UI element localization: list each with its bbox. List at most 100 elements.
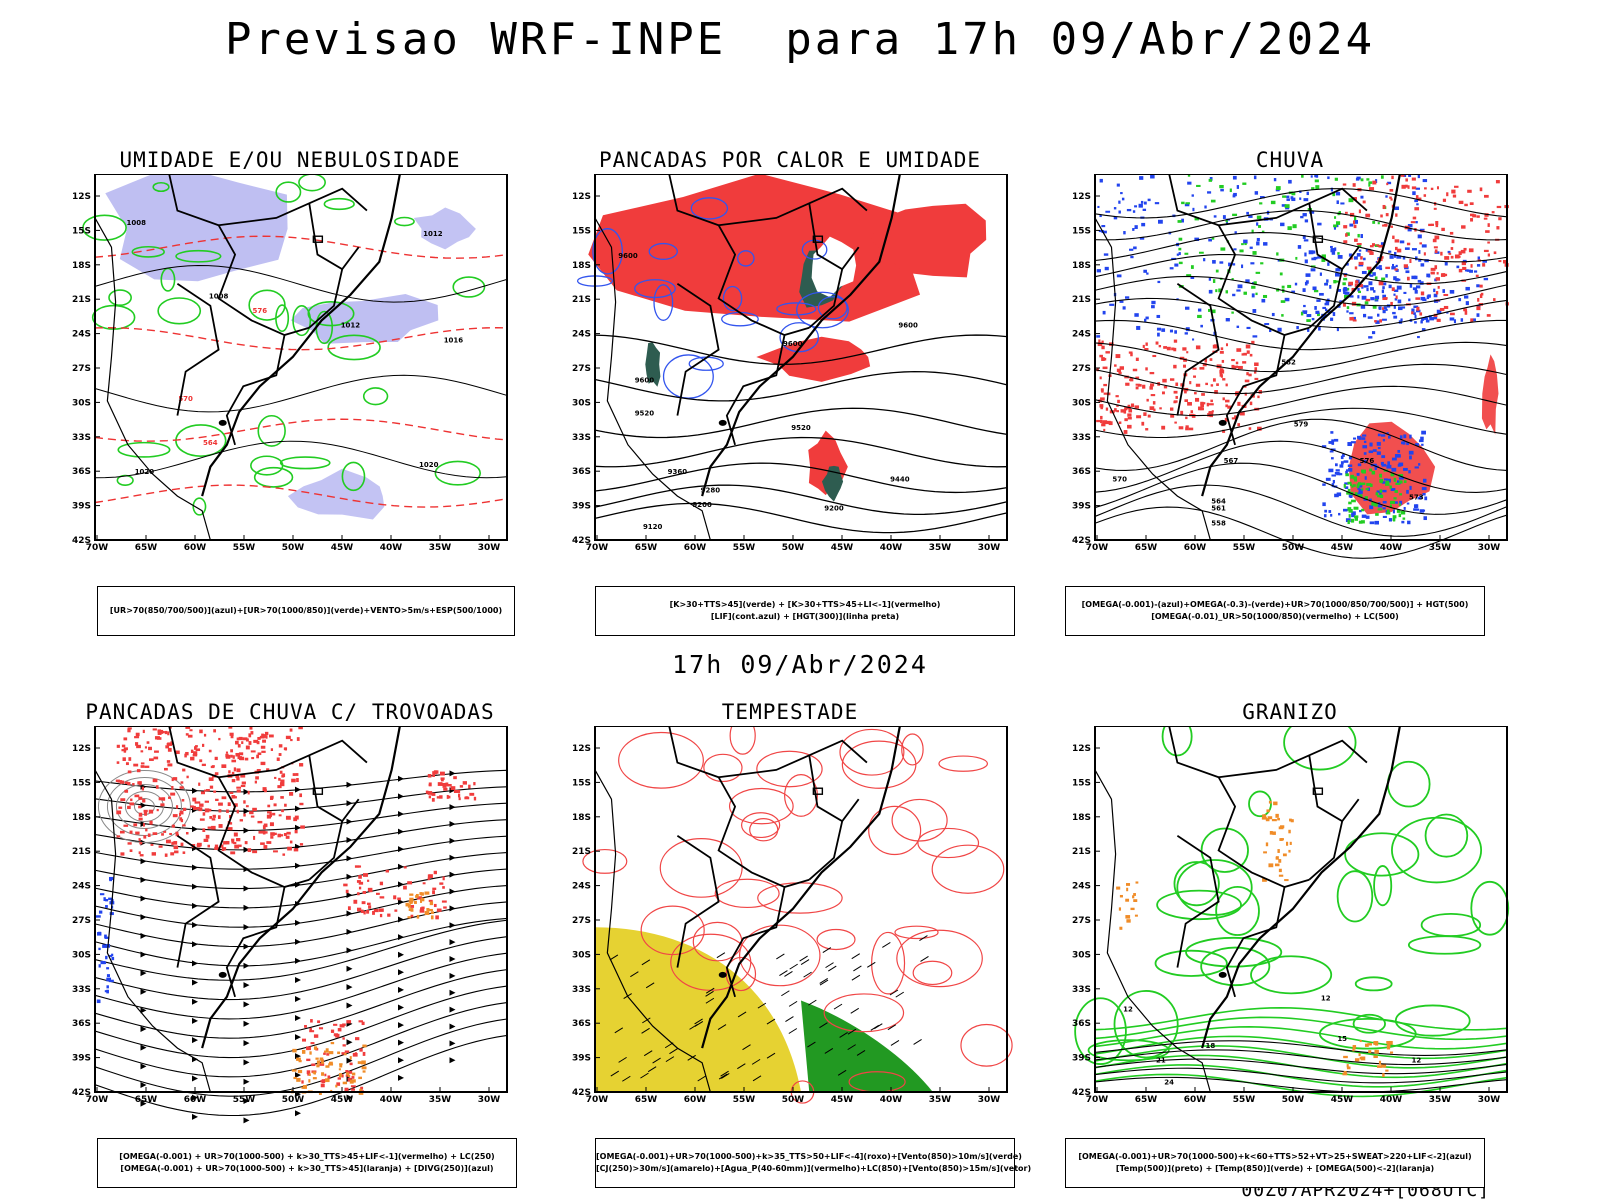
lon-label: 35W — [429, 1095, 452, 1105]
contour-label: 1020 — [135, 468, 155, 476]
lat-label: 36S — [1072, 467, 1091, 477]
lon-label: 70W — [1086, 1095, 1109, 1105]
lat-label: 39S — [72, 502, 91, 512]
lat-label: 33S — [72, 433, 91, 443]
lon-label: 55W — [233, 543, 256, 553]
lat-label: 36S — [572, 467, 591, 477]
lon-label: 60W — [1184, 1095, 1207, 1105]
lat-label: 21S — [1072, 295, 1091, 305]
panel-legend: [UR>70(850/700/500)](azul)+[UR>70(1000/8… — [97, 586, 515, 636]
lon-label: 60W — [684, 1095, 707, 1105]
lon-label: 65W — [135, 1095, 158, 1105]
lon-label: 70W — [1086, 543, 1109, 553]
lat-label: 12S — [1072, 192, 1091, 202]
panel-tempestade: TEMPESTADE 12S 15S 18S 21S 24S 27S 30S 33S 36S 39… — [555, 700, 1031, 1188]
lon-label: 35W — [1429, 543, 1452, 553]
lon-label: 65W — [1135, 1095, 1158, 1105]
lon-label: 40W — [380, 1095, 403, 1105]
lon-label: 65W — [135, 543, 158, 553]
lat-label: 18S — [572, 261, 591, 271]
lat-label: 39S — [1072, 1054, 1091, 1064]
contour-label: 9200 — [824, 505, 844, 513]
lat-label: 21S — [572, 295, 591, 305]
contour-label: 1020 — [419, 461, 439, 469]
lat-label: 21S — [572, 847, 591, 857]
lat-label: 21S — [72, 295, 91, 305]
lon-label: 60W — [684, 543, 707, 553]
contour-label: 9600 — [635, 377, 655, 385]
lat-label: 21S — [1072, 847, 1091, 857]
lon-label: 50W — [1282, 543, 1305, 553]
lon-label: 70W — [586, 1095, 609, 1105]
lat-label: 27S — [572, 364, 591, 374]
legend-line-2: [OMEGA(-0.001) + UR>70(1000-500) + k>30_… — [120, 1164, 494, 1173]
lat-label: 12S — [572, 192, 591, 202]
contour-label: 9440 — [890, 475, 910, 483]
lon-label: 35W — [1429, 1095, 1452, 1105]
lon-label: 30W — [978, 1095, 1001, 1105]
lat-label: 27S — [72, 364, 91, 374]
panel-title: UMIDADE E/OU NEBULOSIDADE — [119, 148, 461, 172]
lon-label: 30W — [1478, 543, 1501, 553]
lon-label: 60W — [184, 1095, 207, 1105]
legend-line-1: [UR>70(850/700/500)](azul)+[UR>70(1000/8… — [109, 606, 503, 615]
lat-label: 36S — [72, 1019, 91, 1029]
legend-line-2: [Temp(500)](preto) + [Temp(850)](verde) … — [1115, 1164, 1435, 1173]
lon-label: 40W — [880, 1095, 903, 1105]
lon-label: 65W — [635, 1095, 658, 1105]
lon-label: 40W — [380, 543, 403, 553]
map-boundaries — [1094, 726, 1401, 1093]
lon-label: 40W — [880, 543, 903, 553]
lon-label: 55W — [233, 1095, 256, 1105]
lat-label: 27S — [572, 916, 591, 926]
lon-label: 70W — [86, 1095, 109, 1105]
lat-label: 30S — [572, 398, 591, 408]
lon-label: 60W — [1184, 543, 1207, 553]
panel-title: PANCADAS DE CHUVA C/ TROVOADAS — [85, 700, 495, 724]
contour-label: 567 — [1224, 457, 1239, 465]
lon-label: 55W — [733, 1095, 756, 1105]
map-pancadas-calor: 9600 9600 9600 9600 9520 9520 9440 9360 9280 9200… — [572, 174, 1008, 553]
contour-label: 564 — [1211, 497, 1226, 505]
contour-label: 12 — [1411, 1057, 1421, 1065]
legend-line-1: [OMEGA(-0.001)+UR>70(1000-500)+k<60+TTS>… — [1078, 1152, 1472, 1161]
lon-label: 50W — [1282, 1095, 1305, 1105]
panel-legend: [OMEGA(-0.001)-(azul)+OMEGA(-0.3)-(verde… — [1065, 586, 1485, 636]
lat-label: 15S — [572, 778, 591, 788]
lon-label: 55W — [1233, 543, 1256, 553]
lat-label: 36S — [572, 1019, 591, 1029]
contour-label: 9200 — [692, 501, 712, 509]
panel-pancadas-calor: PANCADAS POR CALOR E UMIDADE 9600 9600 960… — [555, 148, 1025, 636]
map-granizo: 12 12 12 15 18 21 24 12S 15S 18S 21S 24S 27S 30S 33S 36… — [1072, 726, 1510, 1105]
legend-line-1: [K>30+TTS>45](verde) + [K>30+TTS>45+LI<-… — [669, 600, 941, 609]
lon-label: 40W — [1380, 1095, 1403, 1105]
contour-label: 18 — [1205, 1042, 1215, 1050]
contour-label: 24 — [1164, 1079, 1174, 1087]
contour-label: 9600 — [898, 322, 918, 330]
lat-label: 18S — [572, 813, 591, 823]
lon-label: 45W — [331, 1095, 354, 1105]
lon-label: 50W — [282, 543, 305, 553]
lat-label: 39S — [72, 1054, 91, 1064]
lon-label: 60W — [184, 543, 207, 553]
forecast-time-label: 17h 09/Abr/2024 — [672, 650, 928, 679]
lat-label: 30S — [1072, 398, 1091, 408]
panel-pancadas-trovoadas: PANCADAS DE CHUVA C/ TROVOADAS 12S 15S 18S… — [55, 700, 525, 1188]
lon-label: 45W — [1331, 1095, 1354, 1105]
lat-label: 15S — [572, 226, 591, 236]
lon-label: 30W — [1478, 1095, 1501, 1105]
lon-label: 55W — [1233, 1095, 1256, 1105]
lat-label: 42S — [72, 536, 91, 546]
map-boundaries — [594, 726, 901, 1093]
lat-label: 27S — [1072, 916, 1091, 926]
contour-label: 1008 — [126, 219, 146, 227]
lat-label: 24S — [72, 330, 91, 340]
lat-label: 12S — [72, 744, 91, 754]
legend-line-2: [LIF](cont.azul) + [HGT(300)](linha pret… — [710, 612, 900, 621]
contour-label: 9600 — [783, 340, 803, 348]
contour-label: 15 — [1337, 1035, 1347, 1043]
lat-label: 33S — [1072, 985, 1091, 995]
lat-label: 24S — [1072, 330, 1091, 340]
lat-label: 18S — [72, 813, 91, 823]
